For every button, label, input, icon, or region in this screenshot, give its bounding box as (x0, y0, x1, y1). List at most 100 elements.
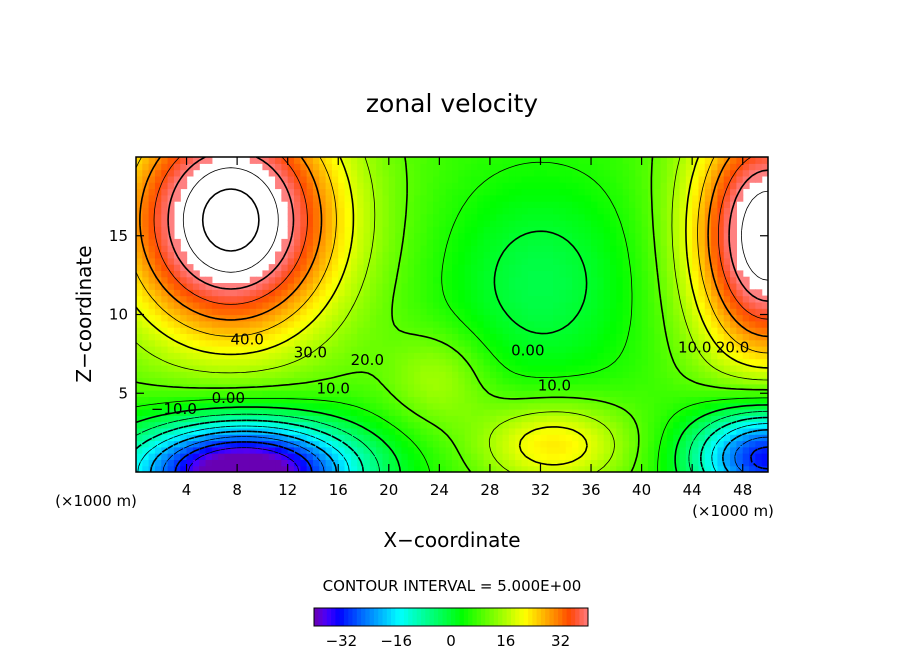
field-cell (439, 383, 447, 391)
field-cell (534, 415, 542, 423)
field-cell (173, 346, 181, 353)
field-cell (483, 264, 491, 271)
field-cell (148, 415, 156, 423)
field-cell (243, 346, 251, 353)
field-cell (546, 201, 554, 208)
field-cell (610, 453, 617, 460)
field-cell (445, 175, 453, 183)
field-cell (407, 308, 415, 316)
field-cell (698, 358, 706, 366)
field-cell (445, 283, 453, 290)
field-cell (319, 163, 327, 171)
field-cell (192, 352, 200, 360)
field-cell (173, 371, 181, 379)
field-cell (553, 346, 561, 353)
field-cell (281, 465, 289, 472)
field-cell (199, 301, 207, 309)
field-cell (584, 194, 592, 202)
field-cell (256, 465, 263, 472)
field-cell (268, 270, 276, 278)
field-cell (489, 226, 497, 234)
field-cell (508, 251, 516, 259)
field-cell (287, 409, 295, 416)
field-cell (546, 383, 554, 391)
field-cell (433, 427, 440, 435)
field-cell (312, 245, 320, 253)
field-cell (199, 415, 207, 423)
field-cell (616, 308, 624, 316)
field-cell (300, 402, 308, 410)
field-cell (224, 465, 232, 472)
field-cell (154, 201, 162, 208)
field-cell (654, 383, 662, 391)
field-cell (616, 201, 624, 208)
field-cell (470, 226, 478, 234)
field-cell (717, 421, 725, 429)
field-cell (685, 289, 693, 297)
field-cell (312, 232, 320, 240)
field-cell (717, 289, 725, 297)
field-cell (350, 207, 358, 215)
field-cell (363, 427, 371, 435)
field-cell (616, 390, 624, 397)
field-cell (407, 163, 415, 171)
colorbar-tick-label: 32 (551, 632, 570, 650)
field-cell (464, 352, 472, 360)
field-cell (395, 320, 403, 328)
field-cell (300, 226, 308, 234)
field-cell (546, 427, 554, 435)
field-cell (502, 339, 510, 347)
field-cell (464, 264, 472, 271)
field-cell (180, 308, 188, 316)
field-cell (167, 465, 175, 472)
field-cell (730, 415, 737, 423)
field-cell (572, 226, 579, 234)
field-cell (401, 295, 409, 303)
field-cell (508, 459, 516, 467)
field-cell (717, 364, 725, 372)
field-cell (357, 333, 365, 341)
field-cell (154, 390, 162, 397)
field-cell (521, 264, 529, 271)
field-cell (325, 213, 333, 221)
field-cell (610, 371, 617, 379)
field-cell (654, 251, 662, 259)
field-cell (445, 327, 453, 334)
field-cell (610, 314, 617, 322)
field-cell (173, 270, 181, 278)
field-cell (167, 226, 175, 234)
field-cell (527, 327, 535, 334)
field-cell (704, 270, 712, 278)
field-cell (673, 352, 681, 360)
field-cell (420, 182, 428, 190)
field-cell (199, 339, 207, 347)
field-cell (312, 339, 320, 347)
field-cell (711, 308, 719, 316)
field-cell (458, 434, 466, 442)
field-cell (401, 327, 409, 334)
field-cell (192, 358, 200, 366)
colorbar-segment (446, 608, 452, 626)
field-cell (477, 314, 485, 322)
field-cell (287, 415, 295, 423)
field-cell (142, 402, 150, 410)
field-cell (591, 169, 598, 177)
field-cell (603, 409, 611, 416)
field-cell (654, 358, 662, 366)
field-cell (357, 402, 365, 410)
field-cell (666, 327, 674, 334)
field-cell (363, 169, 371, 177)
field-cell (319, 465, 327, 472)
field-cell (237, 346, 245, 353)
field-cell (527, 257, 535, 265)
field-cell (458, 182, 466, 190)
field-cell (635, 232, 643, 240)
field-cell (546, 434, 554, 442)
field-cell (496, 427, 504, 435)
field-cell (458, 396, 466, 404)
field-cell (294, 409, 301, 416)
field-cell (300, 283, 308, 290)
field-cell (553, 163, 561, 171)
field-cell (148, 465, 156, 472)
field-cell (167, 421, 175, 429)
